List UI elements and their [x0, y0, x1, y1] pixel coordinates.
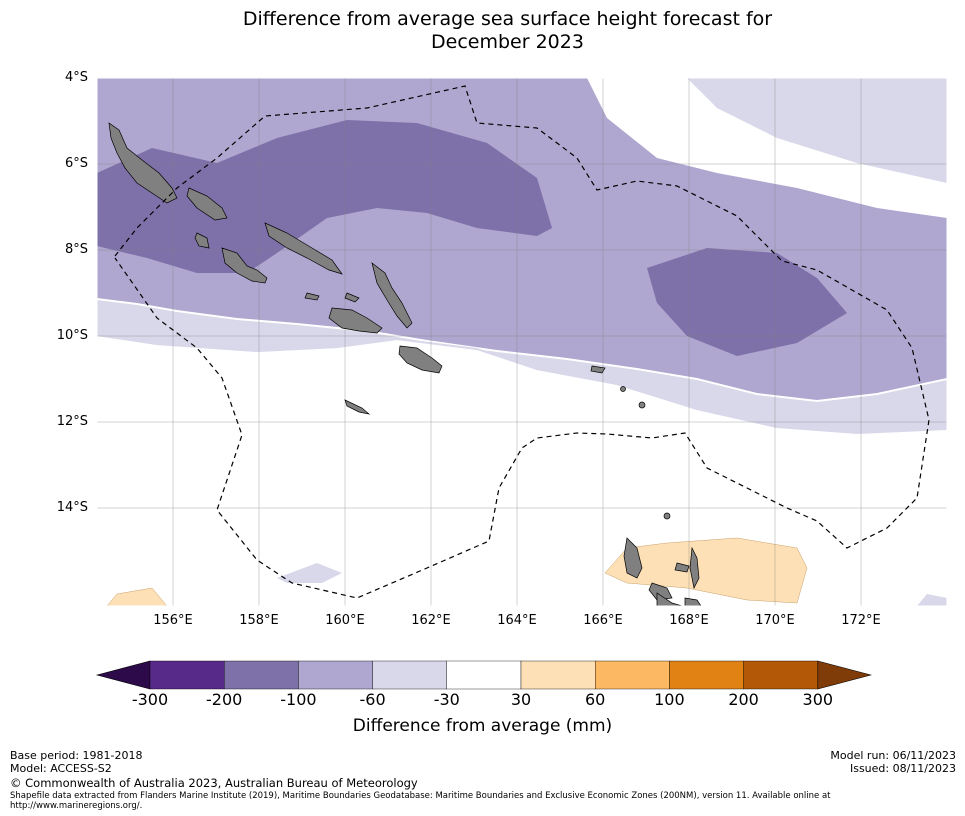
colorbar-tick-label: -30	[433, 690, 460, 709]
colorbar-segment	[149, 660, 225, 690]
choiseul-island	[186, 187, 228, 221]
copyright-text: © Commonwealth of Australia 2023, Austra…	[10, 776, 418, 790]
lon-label-160e: 160°E	[325, 613, 365, 628]
map-title: Difference from average sea surface heig…	[0, 8, 965, 54]
colorbar	[95, 660, 872, 690]
vanuatu-north-islands	[623, 537, 643, 579]
small-islet-3	[344, 399, 371, 415]
colorbar-tick-label: 60	[585, 690, 606, 709]
lon-label-162e: 162°E	[411, 613, 451, 628]
colorbar-segment	[669, 660, 744, 690]
tiny-island-3	[663, 512, 671, 520]
footer-left: Base period: 1981-2018 Model: ACCESS-S2	[10, 749, 142, 775]
contour-band-minus30-south	[277, 563, 342, 583]
lon-label-168e: 168°E	[669, 613, 709, 628]
vanuatu-central-islands	[689, 546, 700, 590]
new-georgia-island	[194, 232, 210, 249]
graticule	[97, 78, 947, 606]
new-caledonia-north	[656, 592, 683, 606]
lon-label-164e: 164°E	[497, 613, 537, 628]
colorbar-segment	[595, 660, 670, 690]
issued-text: Issued: 08/11/2023	[849, 762, 956, 775]
contour-band-plus30-west	[106, 587, 168, 606]
colorbar-tick-label: 200	[728, 690, 759, 709]
base-period-text: Base period: 1981-2018	[10, 749, 143, 762]
contour-band-minus60-b	[97, 300, 947, 434]
colorbar-tick-label: -300	[131, 690, 169, 709]
footer-right: Model run: 06/11/2023 Issued: 08/11/2023	[830, 749, 956, 775]
colorbar-tick-label: -60	[359, 690, 386, 709]
contour-band-plus30-central	[604, 537, 808, 604]
lat-label-6s: 6°S	[64, 156, 88, 171]
colorbar-tick-label: 300	[802, 690, 834, 709]
colorbar-title: Difference from average (mm)	[352, 716, 613, 736]
lat-label-10s: 10°S	[56, 328, 88, 343]
colorbar-segment	[520, 660, 596, 690]
colorbar-segment	[743, 660, 818, 690]
santa-isabel-island	[264, 222, 343, 275]
small-islet-1	[304, 292, 320, 301]
title-line-1: Difference from average sea surface heig…	[242, 8, 773, 30]
title-line-2: December 2023	[431, 31, 584, 53]
land-masses	[108, 122, 702, 606]
colorbar-segment	[372, 660, 448, 690]
lat-label-14s: 14°S	[56, 500, 88, 515]
lon-label-166e: 166°E	[583, 613, 623, 628]
lon-label-158e: 158°E	[239, 613, 279, 628]
lon-label-172e: 172°E	[841, 613, 881, 628]
small-islet-4	[590, 365, 606, 374]
tiny-island-2	[638, 401, 646, 409]
colorbar-segment	[298, 660, 373, 690]
vanuatu-small-island	[674, 562, 690, 573]
colorbar-extend-high	[817, 660, 872, 690]
colorbar-extend-low	[95, 660, 151, 690]
colorbar-tick-label: -200	[206, 690, 243, 709]
makira-island	[328, 307, 383, 334]
lon-label-156e: 156°E	[153, 613, 193, 628]
guadalcanal-island	[221, 247, 268, 284]
model-run-text: Model run: 06/11/2023	[830, 749, 956, 762]
small-islet-2	[344, 292, 360, 303]
contour-band-minus30-corner	[917, 594, 947, 606]
vanuatu-south-island	[684, 597, 702, 606]
model-text: Model: ACCESS-S2	[10, 762, 112, 775]
lon-label-170e: 170°E	[755, 613, 795, 628]
colorbar-tick-label: -100	[280, 690, 317, 709]
contour-band-minus100-west	[97, 120, 552, 273]
shapefile-attribution: Shapefile data extracted from Flanders M…	[10, 791, 831, 811]
colorbar-segment	[223, 660, 299, 690]
contour-band-minus100-east	[647, 248, 847, 356]
bougainville-island	[108, 122, 178, 204]
map-panel	[97, 78, 947, 606]
lat-label-12s: 12°S	[56, 414, 88, 429]
colorbar-segment	[446, 660, 522, 690]
espiritu-santo-island	[398, 345, 443, 374]
lat-label-4s: 4°S	[64, 70, 88, 85]
tiny-island-1	[620, 386, 626, 392]
colorbar-tick-label: 30	[510, 690, 532, 709]
colorbar-tick-label: 100	[654, 690, 685, 709]
malaita-island	[371, 262, 413, 329]
lat-label-8s: 8°S	[64, 242, 88, 257]
